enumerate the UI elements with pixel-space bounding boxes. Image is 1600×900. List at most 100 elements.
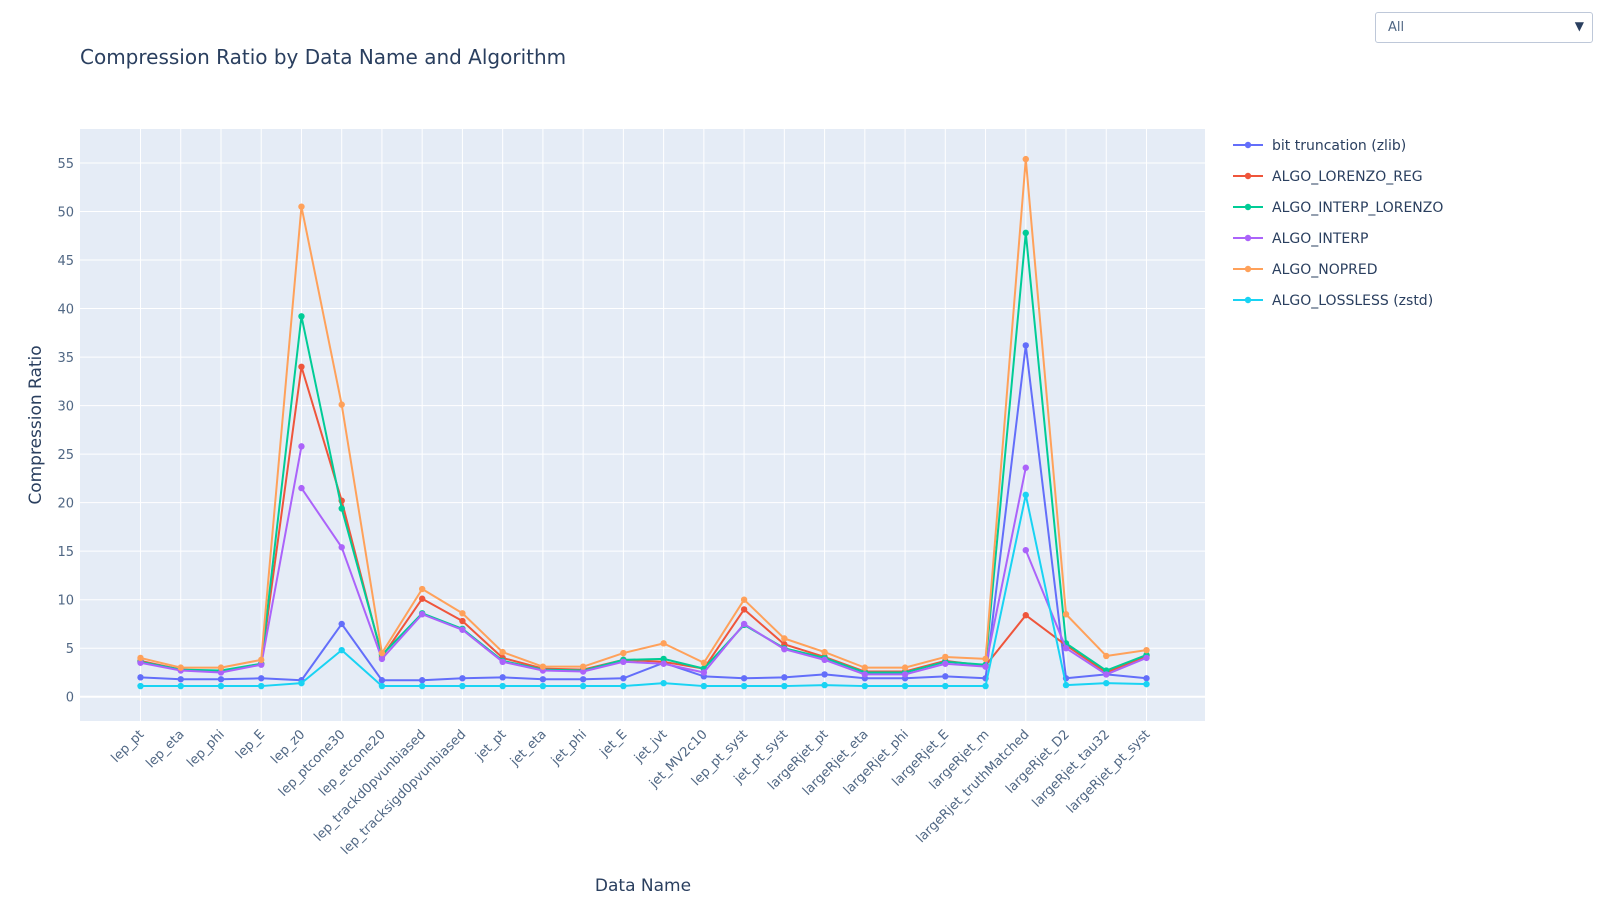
- data-point: [217, 676, 225, 683]
- filter-dropdown-value: All: [1388, 20, 1405, 35]
- data-point: [298, 484, 305, 492]
- data-point: [982, 655, 989, 663]
- legend-item[interactable]: bit truncation (zlib): [1233, 138, 1406, 154]
- data-point: [499, 674, 506, 681]
- data-point: [298, 679, 305, 687]
- data-point: [1022, 546, 1029, 554]
- x-tick-label: lep_E: [233, 727, 268, 762]
- y-tick-label: 15: [57, 545, 74, 560]
- data-point: [1022, 612, 1029, 619]
- y-tick-label: 5: [66, 642, 74, 657]
- data-point: [1022, 464, 1029, 471]
- data-point: [258, 656, 265, 664]
- data-point: [700, 669, 708, 676]
- x-tick-label: lep_phi: [184, 727, 227, 770]
- series: [137, 443, 1150, 678]
- y-tick-label: 40: [57, 303, 74, 318]
- data-point: [620, 675, 627, 682]
- data-point: [781, 682, 788, 690]
- data-point: [982, 682, 989, 690]
- data-point: [298, 313, 305, 320]
- data-point: [579, 676, 587, 683]
- data-point: [1022, 342, 1029, 349]
- legend-item[interactable]: ALGO_LORENZO_REG: [1233, 169, 1423, 185]
- data-point: [459, 610, 466, 617]
- legend[interactable]: bit truncation (zlib) ALGO_LORENZO_REG ALG…: [1233, 138, 1443, 309]
- data-point: [1143, 675, 1150, 682]
- data-point: [579, 668, 587, 675]
- data-point: [459, 617, 466, 625]
- data-point: [378, 677, 386, 684]
- x-axis-label: Data Name: [595, 876, 691, 896]
- data-point: [579, 663, 587, 670]
- data-point: [861, 664, 869, 671]
- data-point: [459, 626, 466, 633]
- data-point: [338, 544, 345, 551]
- legend-marker: [1244, 141, 1252, 149]
- data-point: [821, 681, 828, 689]
- data-point: [579, 682, 587, 690]
- y-tick-label: 30: [57, 400, 74, 415]
- data-point: [459, 675, 466, 682]
- legend-item[interactable]: ALGO_INTERP: [1233, 231, 1368, 247]
- data-point: [217, 664, 225, 671]
- data-point: [539, 676, 547, 683]
- legend-marker: [1244, 203, 1252, 211]
- legend-item[interactable]: ALGO_INTERP_LORENZO: [1233, 200, 1443, 216]
- y-tick-label: 0: [66, 691, 74, 706]
- data-point: [418, 677, 426, 684]
- data-point: [338, 620, 345, 628]
- data-point: [901, 671, 909, 678]
- series-line: [140, 231, 1147, 674]
- legend-label: ALGO_INTERP_LORENZO: [1272, 200, 1443, 216]
- data-point: [217, 669, 225, 676]
- legend-label: ALGO_NOPRED: [1272, 262, 1378, 278]
- legend-item[interactable]: ALGO_LOSSLESS (zstd): [1233, 293, 1433, 309]
- data-point: [1143, 680, 1150, 688]
- data-point: [418, 595, 426, 602]
- y-tick-label: 55: [57, 157, 74, 172]
- series-lines: [137, 155, 1150, 690]
- x-tick-label: jet_pt: [472, 727, 509, 764]
- series: [137, 491, 1150, 690]
- legend-label: ALGO_LOSSLESS (zstd): [1272, 293, 1433, 309]
- data-point: [1022, 229, 1029, 237]
- data-point: [499, 648, 506, 656]
- data-point: [1062, 611, 1070, 618]
- data-point: [740, 606, 748, 613]
- legend-marker: [1244, 265, 1252, 273]
- data-point: [137, 659, 144, 666]
- data-point: [539, 663, 547, 670]
- data-point: [418, 611, 426, 618]
- data-point: [942, 653, 949, 661]
- data-point: [700, 682, 708, 690]
- data-point: [901, 682, 909, 690]
- data-point: [942, 682, 949, 690]
- y-tick-label: 10: [57, 594, 74, 609]
- series-line: [1024, 549, 1147, 676]
- filter-dropdown[interactable]: All ▼: [1375, 12, 1593, 43]
- data-point: [740, 620, 748, 628]
- data-point: [660, 679, 667, 687]
- data-point: [660, 660, 667, 667]
- legend-item[interactable]: ALGO_NOPRED: [1233, 262, 1378, 278]
- data-point: [660, 640, 667, 647]
- data-point: [137, 654, 144, 662]
- data-point: [258, 675, 265, 682]
- data-point: [700, 659, 708, 666]
- data-point: [901, 664, 909, 671]
- data-point: [1103, 671, 1110, 678]
- x-tick-label: lep_eta: [143, 727, 187, 771]
- series: [137, 155, 1150, 671]
- data-point: [217, 682, 225, 690]
- chart-title: Compression Ratio by Data Name and Algor…: [80, 45, 566, 69]
- data-point: [258, 661, 265, 668]
- series-line: [140, 158, 1147, 669]
- data-point: [137, 674, 144, 681]
- data-point: [1022, 491, 1029, 499]
- data-point: [298, 363, 305, 370]
- data-point: [418, 682, 426, 690]
- series-line: [140, 493, 1147, 688]
